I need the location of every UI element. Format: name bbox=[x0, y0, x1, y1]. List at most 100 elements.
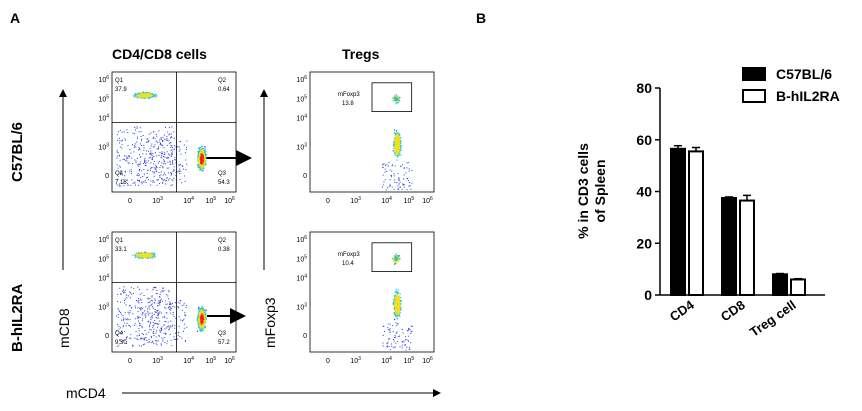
event-dot bbox=[204, 152, 206, 154]
event-dot bbox=[155, 140, 157, 142]
event-dot bbox=[201, 163, 203, 165]
event-dot bbox=[202, 162, 204, 164]
event-dot bbox=[142, 256, 144, 258]
event-dot bbox=[166, 340, 168, 342]
event-dot bbox=[153, 254, 155, 256]
event-dot bbox=[179, 173, 181, 174]
event-dot bbox=[157, 302, 159, 304]
event-dot bbox=[139, 95, 141, 97]
event-dot bbox=[166, 312, 168, 314]
event-dot bbox=[394, 149, 396, 151]
event-dot bbox=[202, 151, 204, 153]
event-dot bbox=[137, 317, 139, 319]
event-dot bbox=[393, 144, 395, 146]
event-dot bbox=[132, 345, 134, 346]
event-dot bbox=[162, 166, 164, 168]
event-dot bbox=[399, 148, 401, 150]
event-dot bbox=[382, 164, 384, 166]
event-dot bbox=[159, 296, 160, 298]
event-dot bbox=[127, 324, 129, 326]
event-dot bbox=[389, 184, 391, 186]
event-dot bbox=[186, 326, 188, 328]
event-dot bbox=[119, 166, 121, 168]
event-dot bbox=[134, 159, 136, 161]
event-dot bbox=[157, 148, 159, 150]
event-dot bbox=[119, 311, 120, 313]
event-dot bbox=[199, 315, 201, 317]
event-dot bbox=[151, 299, 153, 301]
event-dot bbox=[148, 133, 150, 135]
event-dot bbox=[173, 336, 175, 338]
event-dot bbox=[152, 307, 154, 309]
event-dot bbox=[167, 295, 169, 297]
event-dot bbox=[160, 291, 162, 293]
event-dot bbox=[145, 182, 147, 183]
event-dot bbox=[126, 343, 127, 344]
event-dot bbox=[153, 181, 155, 183]
event-dot bbox=[126, 336, 127, 338]
event-dot bbox=[139, 149, 141, 151]
event-dot bbox=[199, 321, 201, 323]
event-dot bbox=[174, 156, 176, 158]
event-dot bbox=[141, 314, 143, 316]
event-dot bbox=[127, 179, 129, 181]
event-dot bbox=[170, 155, 172, 157]
plot-frame bbox=[111, 71, 237, 193]
event-dot bbox=[393, 313, 395, 315]
event-dot bbox=[150, 162, 152, 164]
event-dot bbox=[198, 153, 200, 155]
event-dot bbox=[393, 96, 396, 98]
event-dot bbox=[166, 135, 168, 137]
event-dot bbox=[201, 308, 204, 310]
event-dot bbox=[162, 178, 163, 180]
event-dot bbox=[205, 151, 207, 153]
event-dot bbox=[397, 153, 399, 155]
event-dot bbox=[148, 252, 150, 254]
event-dot bbox=[170, 307, 172, 309]
event-dot bbox=[145, 316, 146, 318]
event-dot bbox=[147, 138, 149, 140]
event-dot bbox=[204, 327, 206, 329]
event-dot bbox=[201, 170, 203, 172]
event-dot bbox=[146, 92, 148, 94]
event-dot bbox=[199, 161, 201, 163]
event-dot bbox=[407, 178, 409, 180]
event-dot bbox=[149, 324, 151, 326]
event-dot bbox=[133, 151, 135, 153]
event-dot bbox=[149, 94, 151, 96]
event-dot bbox=[170, 307, 172, 309]
event-dot bbox=[198, 161, 200, 163]
event-dot bbox=[156, 155, 158, 157]
event-dot bbox=[204, 319, 206, 321]
event-dot bbox=[169, 142, 171, 144]
event-dot bbox=[202, 328, 204, 330]
event-dot bbox=[143, 295, 145, 296]
event-dot bbox=[394, 291, 396, 293]
event-dot bbox=[205, 320, 207, 322]
event-dot bbox=[156, 290, 158, 291]
event-dot bbox=[137, 94, 139, 96]
event-dot bbox=[201, 166, 203, 168]
event-dot bbox=[138, 335, 140, 337]
event-dot bbox=[394, 314, 396, 317]
event-dot bbox=[136, 164, 138, 166]
event-dot bbox=[143, 337, 145, 339]
event-dot bbox=[399, 152, 401, 154]
event-dot bbox=[134, 305, 136, 307]
event-dot bbox=[396, 144, 398, 146]
event-dot bbox=[133, 324, 135, 326]
event-dot bbox=[393, 141, 395, 143]
event-dot bbox=[140, 93, 142, 96]
event-dot bbox=[183, 302, 185, 304]
event-dot bbox=[169, 178, 171, 180]
event-dot bbox=[138, 148, 140, 150]
event-dot bbox=[138, 257, 140, 259]
event-dot bbox=[201, 325, 203, 327]
event-dot bbox=[394, 132, 396, 134]
event-dot bbox=[170, 161, 171, 163]
event-dot bbox=[199, 309, 201, 311]
event-dot bbox=[155, 311, 157, 313]
event-dot bbox=[394, 165, 396, 167]
event-dot bbox=[138, 165, 140, 167]
event-dot bbox=[136, 255, 138, 257]
